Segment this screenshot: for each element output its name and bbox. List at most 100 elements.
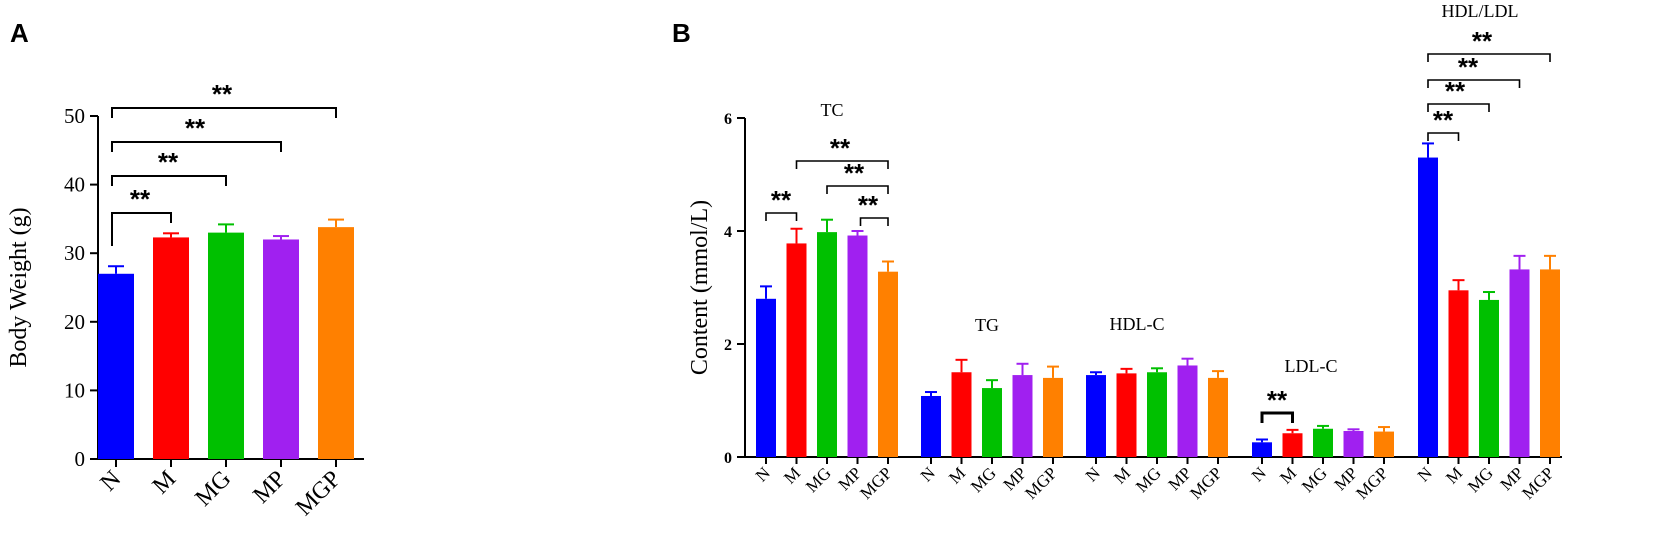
significance-bracket	[826, 185, 889, 194]
significance-bracket	[1427, 132, 1460, 141]
bar-tc-m	[786, 243, 807, 457]
group-label: HDL-C	[1110, 314, 1165, 334]
bar-ldl-c-mg	[1313, 428, 1333, 457]
bar-tg-mp	[1012, 375, 1033, 457]
significance-label: **	[858, 190, 879, 220]
y-tick-label: 10	[64, 378, 85, 402]
significance-label: **	[830, 133, 851, 163]
bar-ldl-c-mp	[1343, 431, 1364, 457]
significance-label: **	[1267, 385, 1288, 415]
x-tick-label: MGP	[1352, 463, 1391, 502]
y-tick-label: 50	[64, 104, 85, 128]
y-axis-label: Body Weight (g)	[6, 207, 32, 367]
x-tick-label: MP	[248, 466, 291, 509]
group-label: LDL-C	[1285, 356, 1338, 376]
panel-label-b: B	[672, 18, 691, 48]
significance-label: **	[771, 185, 792, 215]
y-tick-label: 6	[724, 111, 732, 128]
significance-bracket	[111, 141, 282, 152]
x-tick-label: MGP	[1021, 463, 1060, 502]
bar-hdl-ldl-n	[1418, 157, 1438, 458]
bar-tc-mgp	[878, 271, 898, 457]
x-tick-label: M	[945, 463, 969, 487]
significance-bracket	[765, 212, 798, 221]
x-tick-label: MG	[802, 463, 835, 496]
bar-hdl-ldl-m	[1448, 290, 1469, 457]
y-axis-label: Content (mmol/L)	[687, 200, 713, 375]
significance-bracket	[111, 212, 172, 246]
group-label: TC	[820, 100, 843, 120]
x-tick-label: MGP	[1518, 463, 1557, 502]
bar-n	[98, 273, 134, 459]
bar-ldl-c-n	[1252, 442, 1272, 457]
x-tick-label: N	[752, 463, 774, 485]
significance-label: **	[1458, 52, 1479, 82]
bar-tg-m	[951, 372, 972, 457]
significance-label: **	[1445, 76, 1466, 106]
bar-tg-n	[921, 395, 941, 457]
significance-bracket	[1427, 53, 1551, 62]
bar-hdl-c-mg	[1147, 372, 1167, 457]
bar-mg	[208, 232, 244, 459]
x-tick-label: M	[148, 466, 181, 499]
bar-hdl-ldl-mp	[1509, 269, 1530, 457]
significance-label: **	[212, 79, 233, 109]
significance-label: **	[185, 113, 206, 143]
x-tick-label: N	[917, 463, 939, 485]
bar-hdl-c-m	[1116, 373, 1137, 457]
bar-tg-mg	[982, 388, 1002, 457]
bar-hdl-ldl-mgp	[1540, 269, 1560, 457]
x-tick-label: M	[780, 463, 804, 487]
x-tick-label: M	[1110, 463, 1134, 487]
bar-m	[153, 237, 189, 459]
x-tick-label: M	[1442, 463, 1466, 487]
y-tick-label: 20	[64, 310, 85, 334]
significance-bracket	[1260, 411, 1294, 423]
x-tick-label: MGP	[856, 463, 895, 502]
bar-tg-mgp	[1043, 377, 1063, 457]
x-tick-label: MG	[1132, 463, 1165, 496]
y-tick-label: 0	[724, 450, 732, 467]
significance-bracket	[111, 107, 337, 118]
x-tick-label: M	[1276, 463, 1300, 487]
bar-ldl-c-m	[1282, 433, 1303, 457]
y-tick-label: 40	[64, 173, 85, 197]
bar-mp	[263, 239, 299, 459]
bar-tc-mp	[847, 235, 868, 457]
y-tick-label: 4	[724, 224, 732, 241]
significance-label: **	[1472, 26, 1493, 56]
y-tick-label: 2	[724, 337, 732, 354]
x-tick-label: N	[1414, 463, 1436, 485]
bar-hdl-c-n	[1086, 375, 1106, 457]
significance-bracket	[795, 160, 889, 169]
x-tick-label: MG	[191, 466, 237, 512]
significance-bracket	[1427, 79, 1521, 88]
x-tick-label: MG	[1464, 463, 1497, 496]
significance-label: **	[1433, 105, 1454, 135]
bar-tc-n	[756, 298, 776, 457]
bar-tc-mg	[817, 232, 837, 457]
significance-label: **	[158, 147, 179, 177]
significance-label: **	[130, 184, 151, 214]
bar-hdl-ldl-mg	[1479, 299, 1499, 457]
bar-hdl-c-mp	[1177, 365, 1198, 457]
y-tick-label: 0	[75, 447, 86, 471]
x-tick-label: MGP	[1186, 463, 1225, 502]
significance-bracket	[111, 175, 227, 186]
x-tick-label: MG	[967, 463, 1000, 496]
bar-ldl-c-mgp	[1374, 431, 1394, 457]
x-tick-label: MGP	[291, 466, 346, 521]
bar-hdl-c-mgp	[1208, 377, 1228, 457]
bar-mgp	[318, 227, 354, 459]
x-tick-label: N	[96, 466, 127, 497]
significance-bracket	[859, 217, 889, 226]
x-tick-label: N	[1082, 463, 1104, 485]
x-tick-label: MG	[1298, 463, 1331, 496]
group-label: TG	[975, 315, 999, 335]
significance-bracket	[1427, 103, 1490, 112]
x-tick-label: N	[1248, 463, 1270, 485]
panel-label-a: A	[10, 18, 29, 48]
